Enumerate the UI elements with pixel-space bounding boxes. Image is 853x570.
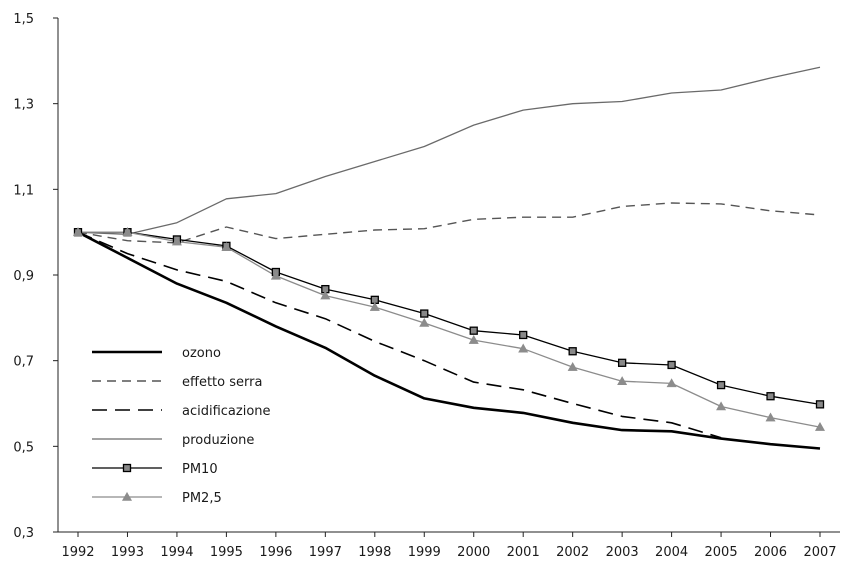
series-lines: [77, 66, 821, 450]
data-point-pm2-5: [666, 378, 677, 388]
data-point-pm10: [519, 330, 528, 340]
x-tick-label: 2000: [457, 545, 490, 560]
series-line-ozono: [77, 231, 821, 450]
legend-label-pm10: PM10: [182, 462, 218, 477]
series-line-produzione: [77, 66, 821, 235]
legend: ozono effetto serra acidificazione produzio…: [92, 346, 271, 506]
data-point-pm10: [716, 380, 726, 390]
data-point-pm10: [617, 358, 627, 367]
x-tick-label: 1997: [309, 545, 342, 560]
x-tick-label: 2006: [754, 545, 787, 560]
data-point-pm2-5: [617, 376, 628, 386]
x-tick-label: 1999: [408, 545, 441, 560]
x-tick-label: 1992: [61, 545, 94, 560]
data-point-pm2-5: [171, 236, 182, 246]
y-tick-label: 1,1: [13, 183, 34, 198]
data-point-pm10: [568, 347, 577, 356]
data-point-pm2-5: [765, 412, 776, 422]
x-tick-label: 1995: [210, 545, 243, 560]
y-tick-label: 0,3: [13, 526, 34, 541]
data-point-pm2-5: [221, 242, 232, 251]
legend-label-produzione: produzione: [182, 433, 254, 448]
legend-label-acidificazione: acidificazione: [182, 404, 271, 419]
x-tick-label: 1994: [160, 545, 193, 560]
data-point-pm10: [420, 309, 429, 318]
x-tick-label: 2005: [705, 545, 738, 560]
data-point-pm10: [766, 392, 775, 401]
data-point-pm2-5: [468, 334, 479, 344]
legend-marker-pm2-5: [121, 491, 133, 501]
y-tick-label: 1,3: [13, 98, 34, 113]
y-tick-label: 0,5: [13, 440, 34, 455]
x-tick-label: 1996: [259, 545, 292, 560]
data-point-pm10: [815, 400, 825, 409]
x-tick-label: 1993: [111, 545, 144, 560]
x-tick-label: 2003: [606, 545, 639, 560]
data-point-pm2-5: [518, 343, 529, 353]
data-point-pm2-5: [369, 302, 380, 311]
y-tick-label: 0,9: [13, 269, 34, 284]
y-tick-label: 1,5: [13, 12, 34, 27]
data-point-pm2-5: [72, 227, 84, 236]
series-line-acidificazione: [77, 231, 722, 439]
data-point-pm10: [667, 360, 676, 370]
x-tick-label: 1998: [358, 545, 391, 560]
data-point-pm2-5: [122, 227, 133, 236]
data-point-pm2-5: [270, 270, 281, 280]
series-line-effetto-serra: [77, 202, 821, 244]
data-point-pm2-5: [814, 421, 826, 431]
data-point-pm2-5: [320, 290, 331, 300]
axes: 0,3 0,5 0,7 0,9 1,1 1,3 1,5 1992 1993 1994 1995 199…: [13, 12, 840, 560]
x-tick-label: 2002: [556, 545, 589, 560]
series-markers: [72, 227, 826, 431]
series-line-pm10: [78, 231, 821, 406]
legend-label-effetto-serra: effetto serra: [182, 375, 262, 390]
x-tick-label: 2001: [507, 545, 540, 560]
data-point-pm2-5: [716, 401, 727, 411]
data-point-pm2-5: [419, 317, 430, 327]
data-point-pm2-5: [567, 361, 578, 371]
legend-label-pm2-5: PM2,5: [182, 491, 222, 506]
data-point-pm10: [469, 326, 478, 335]
x-tick-label: 2007: [803, 545, 836, 560]
y-tick-label: 0,7: [13, 355, 34, 370]
legend-marker-pm10: [122, 463, 132, 473]
x-tick-label: 2004: [655, 545, 688, 560]
legend-label-ozono: ozono: [182, 346, 221, 361]
series-line-pm2-5: [78, 231, 821, 428]
